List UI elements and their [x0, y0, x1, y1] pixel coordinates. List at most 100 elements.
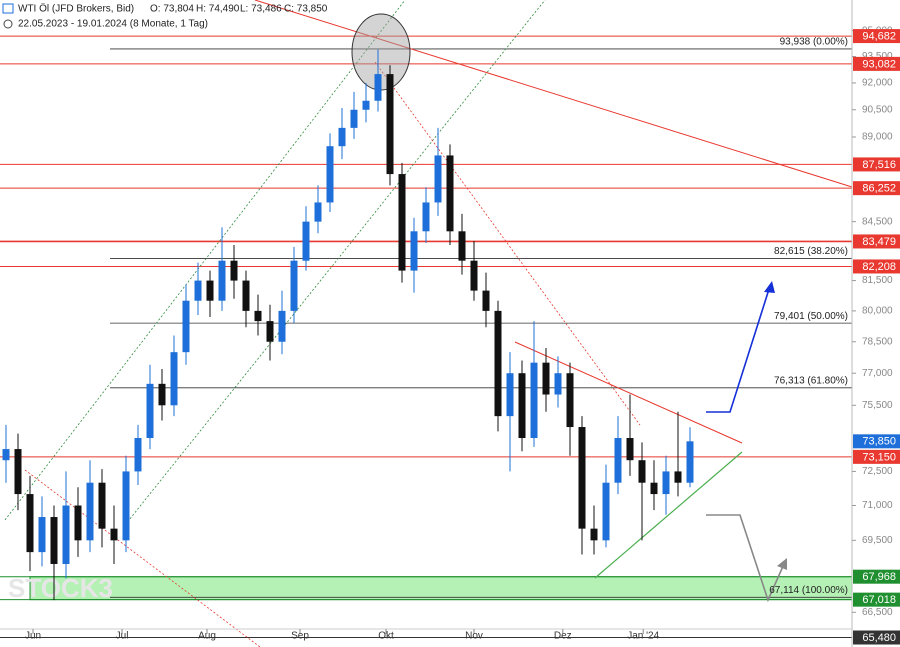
candle-body	[122, 471, 130, 541]
scenario-arrow-up	[706, 285, 771, 413]
candle-body	[458, 231, 466, 261]
candle-body	[86, 482, 94, 541]
candle-body	[62, 505, 70, 564]
low-value: L: 73,486	[240, 4, 282, 15]
trend-line	[374, 61, 641, 426]
trend-line	[24, 469, 261, 647]
candle-body	[290, 260, 298, 311]
candle-body	[554, 373, 562, 395]
candle-body	[2, 449, 10, 461]
channel-line	[124, 0, 546, 526]
fib-label: 67,114 (100.00%)	[769, 585, 848, 596]
y-tick-label: 69,500	[862, 535, 893, 546]
close-value: C: 73,850	[284, 4, 328, 15]
level-label: 67,968	[862, 571, 896, 583]
instrument-title: WTI Öl (JFD Brokers, Bid)	[18, 3, 134, 15]
candle-body	[146, 383, 154, 439]
current-price-label: 73,850	[862, 436, 896, 448]
candle-body	[134, 438, 142, 472]
level-badge	[853, 630, 900, 645]
x-tick-label: Jan '24	[627, 631, 659, 642]
support-zone	[29, 576, 853, 601]
candle-body	[662, 471, 670, 495]
level-badge	[853, 29, 900, 44]
candle-body	[182, 300, 190, 353]
x-tick-label: Sep	[291, 631, 309, 642]
candle-body	[626, 438, 634, 461]
candle-body	[326, 146, 334, 203]
level-badge	[853, 569, 900, 584]
candle-body	[566, 373, 574, 428]
level-label: 83,479	[862, 236, 896, 248]
trend-line	[254, 0, 853, 188]
y-tick-label: 81,500	[862, 275, 893, 286]
y-tick-label: 80,000	[862, 306, 893, 317]
candle-body	[50, 517, 58, 564]
fib-label: 82,615 (38.20%)	[774, 246, 848, 257]
fib-label: 76,313 (61.80%)	[774, 375, 848, 386]
candle-body	[614, 438, 622, 483]
candle-body	[398, 174, 406, 271]
candle-body	[254, 310, 262, 322]
y-tick-label: 66,500	[862, 607, 893, 618]
x-tick-label: Okt	[378, 631, 394, 642]
date-range: 22.05.2023 - 19.01.2024 (8 Monate, 1 Tag…	[18, 19, 208, 30]
level-label: 87,516	[862, 159, 896, 171]
candle-body	[482, 290, 490, 311]
candle-body	[518, 373, 526, 439]
candle-body	[386, 74, 394, 175]
x-tick-label: Aug	[198, 631, 216, 642]
candle-body	[338, 127, 346, 147]
y-tick-label: 89,000	[862, 132, 893, 143]
candle-body	[602, 482, 610, 541]
level-badge	[853, 181, 900, 196]
candle-body	[26, 494, 34, 553]
channel-line	[4, 0, 406, 521]
y-tick-label: 77,000	[862, 368, 893, 379]
y-tick-label: 92,000	[862, 78, 893, 89]
level-label: 93,082	[862, 58, 896, 70]
candle-body	[446, 155, 454, 232]
current-price-badge	[853, 434, 900, 449]
y-tick-label: 71,000	[862, 500, 893, 511]
candle-body	[506, 373, 514, 417]
scenario-arrow-down	[706, 514, 785, 603]
arrow-head	[764, 281, 775, 293]
candle-body	[170, 352, 178, 406]
candle-body	[530, 362, 538, 439]
candle-body	[74, 505, 82, 541]
level-label: 94,682	[862, 30, 896, 42]
y-tick-label: 93,500	[862, 51, 893, 62]
chart-icon	[2, 3, 14, 14]
candle-body	[98, 482, 106, 529]
candle-body	[350, 109, 358, 128]
x-tick-label: Jul	[116, 631, 129, 642]
y-tick-label: 75,500	[862, 400, 893, 411]
candle-body	[470, 260, 478, 291]
x-tick-label: Nov	[465, 631, 483, 642]
candle-body	[422, 202, 430, 232]
annotations	[4, 0, 853, 647]
candle-body	[650, 482, 658, 495]
candle-body	[542, 362, 550, 395]
candle-body	[242, 280, 250, 311]
candle-body	[686, 441, 694, 483]
candle-body	[410, 231, 418, 271]
triangle-top	[514, 341, 743, 444]
candle-body	[434, 155, 442, 203]
candle-body	[374, 74, 382, 101]
candle-body	[314, 202, 322, 222]
arrow-head	[777, 558, 787, 570]
candle-body	[14, 449, 22, 495]
level-label: 86,252	[862, 183, 896, 195]
level-label: 82,208	[862, 261, 896, 273]
level-badge	[853, 592, 900, 607]
level-badge	[853, 157, 900, 172]
candle-body	[590, 528, 598, 541]
level-label: 73,150	[862, 451, 896, 463]
candle-body	[218, 260, 226, 301]
candle-body	[194, 280, 202, 301]
fib-label: 79,401 (50.00%)	[774, 311, 848, 322]
